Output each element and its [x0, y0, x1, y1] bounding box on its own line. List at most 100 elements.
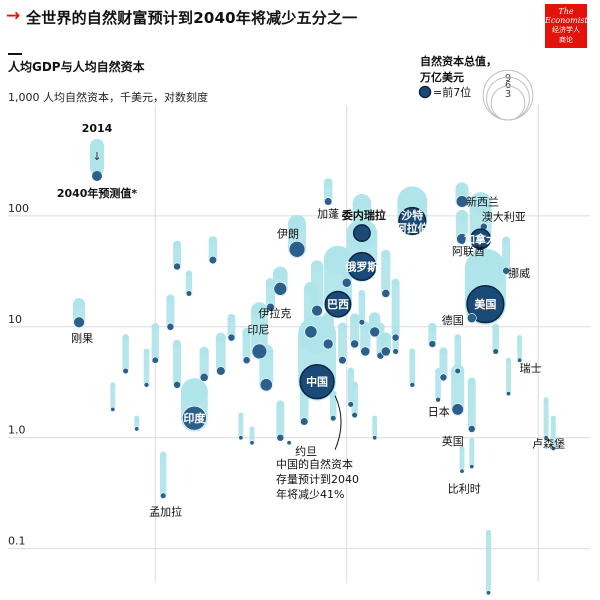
trail-2014-head	[550, 415, 556, 421]
point-2040	[502, 266, 510, 275]
trail-2014-head	[380, 332, 391, 343]
point-2040	[266, 302, 275, 312]
points-2040	[73, 195, 556, 596]
country-label: 委内瑞拉	[341, 208, 386, 222]
trail-2014-head	[199, 346, 209, 357]
economist-logo: The Economist 经济学人 商论	[545, 4, 588, 48]
trail-2014-head	[323, 245, 353, 275]
point-2040	[360, 346, 371, 357]
y-axis-label: 1,000 人均自然资本，千美元，对数刻度	[8, 91, 208, 104]
trail-2014-head	[288, 214, 306, 233]
logo-line-3: 商论	[559, 36, 573, 44]
trail-2014-head	[72, 298, 86, 311]
trail-2014-head	[159, 451, 167, 459]
y-tick-label: 0.1	[8, 535, 26, 548]
country-label: 英国	[442, 434, 464, 448]
point-2040	[159, 492, 167, 499]
point-2040	[338, 356, 347, 365]
country-label: 卢森堡	[532, 437, 565, 451]
annotation-line: 年将减少41%	[276, 487, 344, 501]
point-2040	[350, 339, 360, 349]
point-2040	[324, 197, 333, 206]
point-2040	[428, 340, 437, 348]
point-2040	[517, 357, 523, 363]
trail-2014-head	[543, 397, 549, 403]
logo-line-1: The Economist	[545, 7, 588, 25]
country-label: 巴西	[327, 298, 349, 311]
trail-2014-head	[180, 378, 208, 406]
point-2040	[166, 322, 175, 331]
point-2040	[276, 433, 285, 442]
trail-2014-head	[215, 332, 226, 343]
point-2040	[358, 319, 366, 326]
point-2040	[439, 373, 448, 382]
point-2040	[351, 411, 358, 419]
point-2040	[409, 381, 416, 388]
annotation-leader	[334, 395, 342, 450]
country-label: 刚果	[71, 332, 93, 345]
trail-2014-head	[502, 236, 511, 245]
point-2040	[273, 282, 288, 296]
point-2040	[435, 396, 441, 403]
divider	[8, 53, 22, 55]
key-label-2040: 2040年预测值*	[57, 186, 138, 200]
trail-2014-head	[265, 278, 276, 288]
point-2040	[134, 426, 140, 432]
trail-2014-head	[486, 529, 491, 535]
country-label: 德国	[442, 313, 464, 327]
point-2040	[466, 285, 505, 324]
legend-title-line-2: 万亿美元	[420, 71, 464, 84]
country-label: 加拿大	[463, 232, 497, 246]
trail-2014-head	[173, 240, 182, 249]
legend-top7-swatch	[418, 85, 432, 99]
legend-title-line-1: 自然资本总值，	[420, 55, 497, 68]
annotation-line: 中国的自然资本	[276, 457, 353, 471]
country-label: 阿联酋	[452, 244, 485, 258]
trail-2014-head	[310, 260, 324, 273]
trail-2014-head	[372, 415, 378, 421]
y-tick-label: 10	[8, 313, 22, 326]
point-2040	[456, 233, 468, 245]
logo-line-2: 经济学人	[552, 26, 580, 34]
trail-2014-head	[143, 348, 150, 355]
legend-size-label: 3	[505, 89, 511, 100]
trail-2014-head	[208, 236, 218, 245]
point-2040	[259, 378, 273, 392]
trail-2014-head	[506, 357, 511, 363]
point-2040	[182, 405, 207, 431]
point-2040	[485, 590, 491, 596]
country-label: 澳大利亚	[482, 210, 526, 224]
point-2040	[286, 440, 292, 446]
point-2040	[459, 468, 465, 474]
country-label: 约旦	[295, 445, 317, 458]
point-2040	[372, 435, 378, 441]
point-2040	[492, 348, 499, 355]
country-label: 伊朗	[277, 227, 299, 240]
point-2040	[311, 304, 323, 317]
trail-2014-head	[304, 281, 318, 296]
point-2040	[249, 440, 255, 446]
trail-2014-head	[347, 367, 355, 375]
point-2040	[173, 380, 181, 389]
trail-2014-head	[185, 270, 193, 278]
point-2040	[304, 325, 318, 339]
point-2040	[322, 338, 334, 350]
trail-2014-head	[338, 322, 347, 332]
point-2040	[506, 391, 512, 397]
point-2040	[324, 290, 352, 318]
country-label: 沙特	[401, 208, 423, 222]
trail-2014-head	[455, 182, 469, 196]
point-2040	[330, 414, 337, 422]
trail-2014-head	[439, 347, 448, 356]
chart-subtitle: 人均GDP与人均自然资本	[8, 60, 145, 74]
trail-2014-head	[459, 445, 465, 451]
legend-top7-label: =前7位	[433, 85, 471, 99]
trail-2014-head	[464, 248, 506, 290]
country-label: 日本	[428, 404, 450, 418]
point-2040	[110, 406, 116, 412]
trail-2014-head	[369, 312, 381, 324]
point-2040	[381, 289, 391, 298]
point-2040	[73, 316, 85, 328]
trail-2014-head	[173, 339, 182, 348]
